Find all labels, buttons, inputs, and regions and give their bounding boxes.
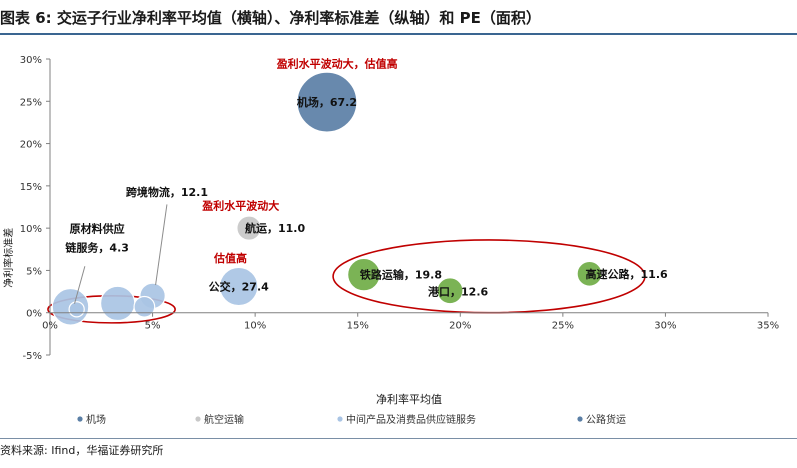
legend-label: 中间产品及消费品供应链服务	[346, 413, 476, 426]
y-tick-label: -5%	[23, 351, 42, 362]
bubble-chart: 0% 5% 10% 15% 20% 25% 30% 35% -5% 0% 5% 10% 15% 20% 25…	[2, 55, 779, 426]
x-tick-label: 30%	[654, 321, 676, 332]
y-tick-label: 25%	[20, 97, 42, 108]
y-tick-label: 30%	[20, 55, 42, 66]
bubble-label: 高速公路，11.6	[586, 267, 668, 281]
axes: 0% 5% 10% 15% 20% 25% 30% 35% -5% 0% 5% 10% 15% 20% 25…	[2, 55, 779, 406]
x-tick-label: 25%	[552, 321, 574, 332]
label-leader-line	[155, 204, 168, 286]
bubble	[296, 71, 358, 133]
figure-title: 图表 6: 交运子行业净利率平均值（横轴）、净利率标准差（纵轴）和 PE（面积）	[0, 9, 541, 27]
x-tick-label: 20%	[449, 321, 471, 332]
x-tick-label: 0%	[42, 321, 58, 332]
annotation-text: 盈利水平波动大	[201, 199, 279, 213]
source-note: 资料来源: Ifind，华福证券研究所	[0, 444, 164, 457]
bubble-label: 机场，67.2	[297, 95, 357, 109]
bubble	[99, 285, 136, 322]
y-tick-label: 10%	[20, 224, 42, 235]
y-tick-label: 20%	[20, 140, 42, 151]
bubble	[236, 215, 262, 241]
bubble-label: 原材料供应	[70, 221, 125, 235]
annotation-text: 估值高	[213, 251, 247, 265]
bubble-label: 公交，27.4	[209, 279, 269, 293]
title-divider	[0, 33, 797, 35]
legend-label: 航空运输	[204, 413, 244, 426]
y-tick-label: 0%	[26, 309, 42, 320]
bubble	[436, 277, 464, 305]
legend-marker	[337, 416, 343, 422]
bubble	[133, 295, 156, 318]
bottom-divider	[0, 438, 797, 439]
legend-marker	[195, 416, 201, 422]
y-tick-label: 5%	[26, 266, 42, 277]
bubble-label: 铁路运输，19.8	[360, 268, 442, 282]
label-leader-line	[74, 266, 86, 304]
legend-marker	[577, 416, 583, 422]
legend-label: 公路货运	[586, 413, 626, 426]
y-tick-label: 15%	[20, 182, 42, 193]
annotation-text: 盈利水平波动大，估值高	[276, 56, 398, 70]
bubble	[219, 266, 259, 307]
bubble-label: 链服务，4.3	[65, 240, 129, 254]
x-axis-title: 净利率平均值	[376, 392, 442, 406]
bubble-label: 航运，11.0	[245, 221, 305, 235]
bubble-label: 跨境物流，12.1	[126, 185, 208, 199]
bubble-layer	[51, 71, 603, 326]
x-tick-label: 5%	[145, 321, 161, 332]
legend: 机场 航空运输 中间产品及消费品供应链服务 公路货运	[77, 413, 626, 426]
x-tick-label: 35%	[757, 321, 779, 332]
bubble	[68, 301, 85, 318]
x-tick-label: 10%	[244, 321, 266, 332]
bubble-label: 港口，12.6	[428, 285, 488, 299]
y-axis-title: 净利率标准差	[2, 228, 15, 288]
legend-label: 机场	[86, 413, 106, 426]
bubble	[576, 260, 603, 287]
x-tick-label: 15%	[347, 321, 369, 332]
bubble	[347, 257, 381, 292]
legend-marker	[77, 416, 83, 422]
